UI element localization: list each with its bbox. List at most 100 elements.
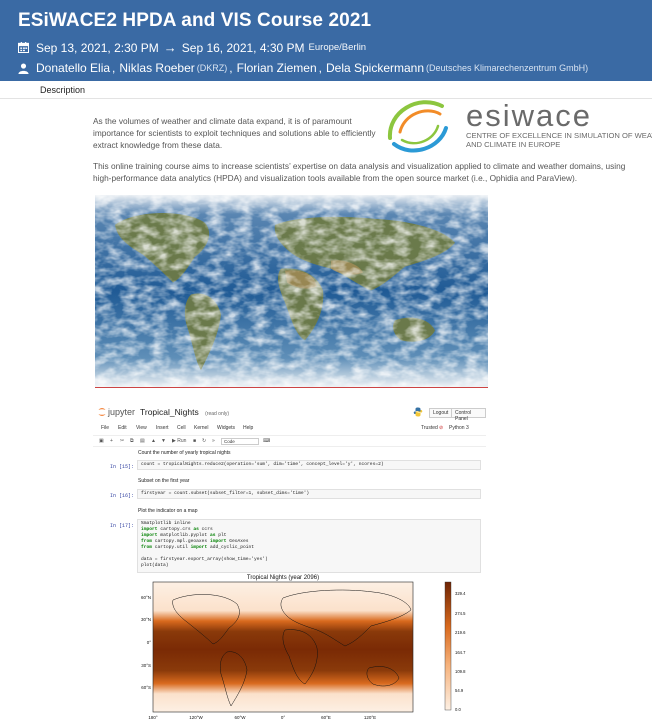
paste-icon[interactable]: ▤ [140, 438, 145, 444]
trusted-indicator[interactable]: Trusted [421, 425, 438, 431]
jupyter-header: jupyter Tropical_Nights (read only) Logo… [93, 400, 486, 424]
lat-tick-label: 30°N [141, 617, 151, 622]
control-panel-button[interactable]: Control Panel [451, 408, 486, 422]
python-logo-icon [413, 407, 423, 417]
date-arrow: → [163, 40, 177, 55]
cut-icon[interactable]: ✂ [120, 438, 125, 444]
coastlines [172, 589, 412, 707]
code-line: plot(data) [141, 563, 169, 568]
lon-tick-label: 120°E [364, 715, 376, 720]
calendar-icon [18, 42, 29, 53]
cell-type-select[interactable]: Code [221, 438, 259, 445]
speaker-row: Donatello Elia , Niklas Roeber (DKRZ) , … [18, 61, 588, 75]
colorbar-tick-label: 109.8 [455, 669, 466, 674]
code-line: matplotlib.pyplot [160, 533, 208, 538]
code-cell[interactable]: %matplotlib inline import cartopy.crs as… [137, 519, 481, 573]
logo-tagline: AND CLIMATE IN EUROPE [466, 140, 560, 149]
read-only-label: (read only) [205, 411, 230, 417]
speaker-separator: , [318, 61, 322, 75]
save-icon[interactable]: ▣ [99, 438, 104, 444]
colorbar-tick-label: 0.0 [455, 707, 461, 712]
colorbar-tick-label: 54.9 [455, 688, 464, 693]
speaker-link[interactable]: Donatello Elia [36, 61, 111, 75]
speaker-affiliation: (DKRZ) [196, 63, 228, 73]
cell-prompt: In [16]: [110, 493, 135, 499]
lon-tick-label: 60°W [234, 715, 246, 720]
menu-cell[interactable]: Cell [177, 425, 186, 431]
no-edit-icon: ⊘ [439, 425, 444, 431]
map-frame [152, 581, 414, 713]
fast-forward-icon[interactable]: » [212, 438, 215, 444]
notebook-name: Tropical_Nights [140, 407, 199, 417]
lat-tick-label: 60°S [141, 685, 151, 690]
description-paragraph: As the volumes of weather and climate da… [93, 116, 376, 150]
speaker-separator: , [112, 61, 116, 75]
menu-help[interactable]: Help [243, 425, 254, 431]
jupyter-logo-icon [98, 408, 106, 416]
notebook-title[interactable]: Tropical_Nights (read only) [140, 407, 229, 417]
lat-tick-label: 30°S [141, 663, 151, 668]
move-down-icon[interactable]: ▼ [161, 438, 166, 444]
code-line: cartopy.mpl.geoaxes [154, 539, 208, 544]
run-button[interactable]: ▶ Run [172, 438, 187, 444]
earth-satellite-image [95, 195, 488, 388]
menu-edit[interactable]: Edit [118, 425, 127, 431]
esiwace-logo: esiwace CENTRE OF EXCELLENCE IN SIMULATI… [387, 98, 652, 153]
map-title: Tropical Nights (year 2096) [247, 575, 319, 581]
add-cell-icon[interactable]: + [110, 438, 113, 444]
keyboard-icon[interactable]: ⌨ [263, 438, 271, 444]
code-line: cartopy.crs [160, 527, 191, 532]
cell-prompt: In [17]: [110, 523, 135, 529]
notebook-toolbar: ▣ + ✂ ⧉ ▤ ▲ ▼ ▶ Run ■ ↻ » Code ⌨ [93, 435, 486, 447]
move-up-icon[interactable]: ▲ [151, 438, 156, 444]
code-line: data = firstyear.export_array(show_time=… [141, 557, 268, 562]
code-line: %matplotlib inline [141, 521, 191, 526]
kernel-indicator[interactable]: Python 3 [449, 425, 469, 431]
event-header: ESiWACE2 HPDA and VIS Course 2021 Sep 13… [0, 0, 652, 81]
date-end: Sep 16, 2021, 4:30 PM [181, 40, 305, 55]
menu-widgets[interactable]: Widgets [217, 425, 236, 431]
user-icon [18, 62, 29, 74]
menu-file[interactable]: File [101, 425, 110, 431]
logout-button[interactable]: Logout [429, 408, 453, 418]
code-cell[interactable]: firstyear = count.subset(subset_filter=1… [137, 489, 481, 499]
speaker-link[interactable]: Florian Ziemen [236, 61, 317, 75]
cell-prompt: In [15]: [110, 464, 135, 470]
colorbar-tick-label: 329.4 [455, 591, 466, 596]
markdown-cell: Plot the indicator on a map [138, 508, 198, 514]
stop-icon[interactable]: ■ [193, 438, 197, 444]
logo-tagline: CENTRE OF EXCELLENCE IN SIMULATION OF WE… [466, 131, 652, 140]
menu-insert[interactable]: Insert [156, 425, 169, 431]
description-paragraph: This online training course aims to incr… [93, 161, 626, 183]
lon-tick-label: 0° [281, 715, 286, 720]
tab-description[interactable]: Description [40, 85, 86, 95]
jupyter-logo: jupyter [98, 407, 135, 417]
lat-tick-label: 0° [147, 640, 152, 645]
colorbar-tick-label: 274.5 [455, 611, 466, 616]
colorbar [444, 581, 452, 711]
speaker-link[interactable]: Niklas Roeber [119, 61, 195, 75]
tropical-nights-map: Tropical Nights (year 2096) 60°N 30°N 0°… [141, 575, 466, 720]
speaker-affiliation: (Deutsches Klimarechenzentrum GmbH) [426, 63, 589, 73]
lon-tick-label: 120°W [189, 715, 203, 720]
jupyter-notebook-screenshot: jupyter Tropical_Nights (read only) Logo… [93, 400, 486, 720]
speaker-link[interactable]: Dela Spickermann [325, 61, 425, 75]
event-title: ESiWACE2 HPDA and VIS Course 2021 [18, 10, 372, 31]
speaker-separator: , [229, 61, 233, 75]
timezone: Europe/Berlin [308, 42, 367, 53]
menu-view[interactable]: View [136, 425, 147, 431]
lat-tick-label: 60°N [141, 595, 151, 600]
notebook-menu-bar: File Edit View Insert Cell Kernel Widget… [93, 424, 486, 433]
menu-kernel[interactable]: Kernel [194, 425, 209, 431]
copy-icon[interactable]: ⧉ [130, 438, 134, 444]
code-line: cartopy.util [154, 545, 188, 550]
restart-icon[interactable]: ↻ [202, 438, 207, 444]
date-start: Sep 13, 2021, 2:30 PM [36, 40, 159, 55]
lon-tick-label: 60°E [321, 715, 331, 720]
code-cell[interactable]: count = tropicalNights.reduce2(operation… [137, 460, 481, 470]
logo-mark [387, 100, 448, 153]
run-label: Run [177, 438, 187, 444]
jupyter-brand: jupyter [108, 407, 136, 417]
markdown-cell: Count the number of yearly tropical nigh… [138, 450, 231, 456]
colorbar-tick-label: 219.6 [455, 630, 466, 635]
